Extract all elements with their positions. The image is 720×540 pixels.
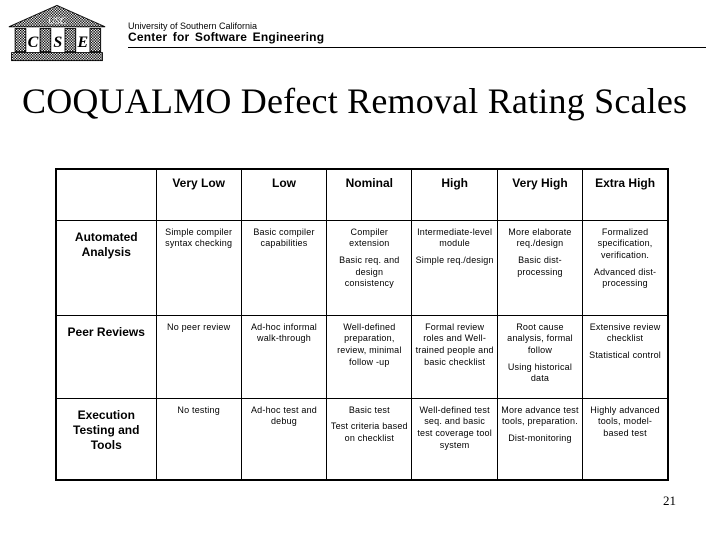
cell-paragraph: Well-defined test seq. and basic test co… — [417, 404, 492, 450]
row-label-peer-reviews: Peer Reviews — [55, 314, 157, 399]
rating-scales-table: Very Low Low Nominal High Very High Extr… — [55, 168, 669, 481]
cell-peer-extra-high: Extensive review checklist Statistical c… — [582, 314, 669, 399]
logo-letter-e: E — [76, 34, 88, 51]
cell-paragraph: Statistical control — [589, 349, 661, 360]
cell-peer-low: Ad-hoc informal walk-through — [240, 314, 328, 399]
cell-paragraph: Intermediate-level module — [417, 226, 493, 249]
cell-paragraph: No peer review — [167, 321, 231, 332]
col-header-extra-high: Extra High — [582, 168, 669, 221]
cell-automated-low: Basic compiler capabilities — [240, 219, 328, 316]
cell-paragraph: Basic dist-processing — [517, 254, 563, 277]
cell-paragraph: Basic test — [348, 404, 390, 415]
col-header-low: Low — [240, 168, 328, 221]
cell-paragraph: Highly advanced tools, model-based test — [590, 404, 660, 438]
header-rule — [128, 47, 706, 48]
cell-paragraph: Well-defined preparation, review, minima… — [337, 321, 402, 367]
cell-execution-extra-high: Highly advanced tools, model-based test — [582, 397, 669, 481]
temple-column — [39, 28, 52, 53]
corner-cell — [55, 168, 157, 221]
table-header-row: Very Low Low Nominal High Very High Extr… — [55, 168, 669, 221]
cell-paragraph: More advance test tools, preparation. — [501, 404, 579, 427]
org-center-line: Center for Software Engineering — [128, 30, 325, 45]
cell-execution-high: Well-defined test seq. and basic test co… — [411, 397, 498, 481]
cell-automated-nominal: Compiler extension Basic req. and design… — [326, 219, 413, 316]
cell-paragraph: Test criteria based on checklist — [330, 421, 408, 443]
cse-temple-logo: USC C S E — [8, 4, 106, 67]
cell-execution-nominal: Basic test Test criteria based on checkl… — [326, 397, 413, 481]
cell-paragraph: Extensive review checklist — [589, 321, 661, 344]
cell-peer-very-low: No peer review — [155, 314, 242, 399]
cell-execution-very-high: More advance test tools, preparation. Di… — [496, 397, 584, 481]
cell-paragraph: Simple compiler syntax checking — [165, 226, 233, 249]
cell-peer-high: Formal review roles and Well-trained peo… — [411, 314, 498, 399]
cell-paragraph: Basic req. and design consistency — [339, 254, 400, 289]
table-row-peer-reviews: Peer Reviews No peer review Ad-hoc infor… — [55, 314, 669, 399]
cse-temple-icon: USC C S E — [8, 4, 106, 62]
cell-peer-nominal: Well-defined preparation, review, minima… — [326, 314, 413, 399]
slide-title: COQUALMO Defect Removal Rating Scales — [22, 81, 688, 121]
row-label-execution-testing: Execution Testing and Tools — [55, 397, 157, 481]
page-number: 21 — [663, 493, 676, 508]
logo-letter-c: C — [28, 34, 39, 51]
cell-paragraph: Dist-monitoring — [508, 432, 572, 443]
col-header-very-low: Very Low — [155, 168, 242, 221]
usc-monogram: USC — [48, 16, 67, 27]
row-label-automated-analysis: Automated Analysis — [55, 219, 157, 316]
cell-paragraph: Simple req./design — [415, 254, 494, 265]
cell-paragraph: Compiler extension — [349, 226, 390, 249]
logo-letter-s: S — [53, 34, 62, 51]
cell-paragraph: Formalized specification, verification. — [597, 226, 653, 260]
temple-base — [11, 52, 103, 62]
org-block: University of Southern California Center… — [128, 21, 324, 45]
cell-execution-very-low: No testing — [155, 397, 242, 481]
cell-paragraph: Using historical data — [507, 361, 573, 384]
cell-paragraph: Advanced dist-processing — [593, 266, 657, 289]
cell-automated-very-high: More elaborate req./design Basic dist-pr… — [496, 219, 584, 316]
temple-roof — [8, 4, 106, 28]
cell-paragraph: Formal review roles and Well-trained peo… — [415, 321, 494, 367]
cell-automated-high: Intermediate-level module Simple req./de… — [411, 219, 498, 316]
table-row-automated-analysis: Automated Analysis Simple compiler synta… — [55, 219, 669, 316]
org-university-line: University of Southern California — [128, 21, 258, 31]
cell-paragraph: More elaborate req./design — [508, 226, 572, 249]
temple-column — [89, 28, 102, 53]
temple-column — [64, 28, 77, 53]
cell-peer-very-high: Root cause analysis, formal follow Using… — [496, 314, 584, 399]
col-header-very-high: Very High — [496, 168, 584, 221]
cell-execution-low: Ad-hoc test and debug — [240, 397, 328, 481]
cell-paragraph: Basic compiler capabilities — [253, 226, 315, 249]
temple-column — [14, 28, 27, 53]
cell-paragraph: Ad-hoc test and debug — [250, 404, 318, 427]
cell-automated-extra-high: Formalized specification, verification. … — [582, 219, 669, 316]
table-row-execution-testing: Execution Testing and Tools No testing A… — [55, 397, 669, 481]
col-header-high: High — [411, 168, 498, 221]
cell-paragraph: Ad-hoc informal walk-through — [250, 321, 317, 344]
cell-automated-very-low: Simple compiler syntax checking — [155, 219, 242, 316]
cell-paragraph: Root cause analysis, formal follow — [507, 321, 573, 355]
col-header-nominal: Nominal — [326, 168, 413, 221]
cell-paragraph: No testing — [177, 404, 220, 415]
